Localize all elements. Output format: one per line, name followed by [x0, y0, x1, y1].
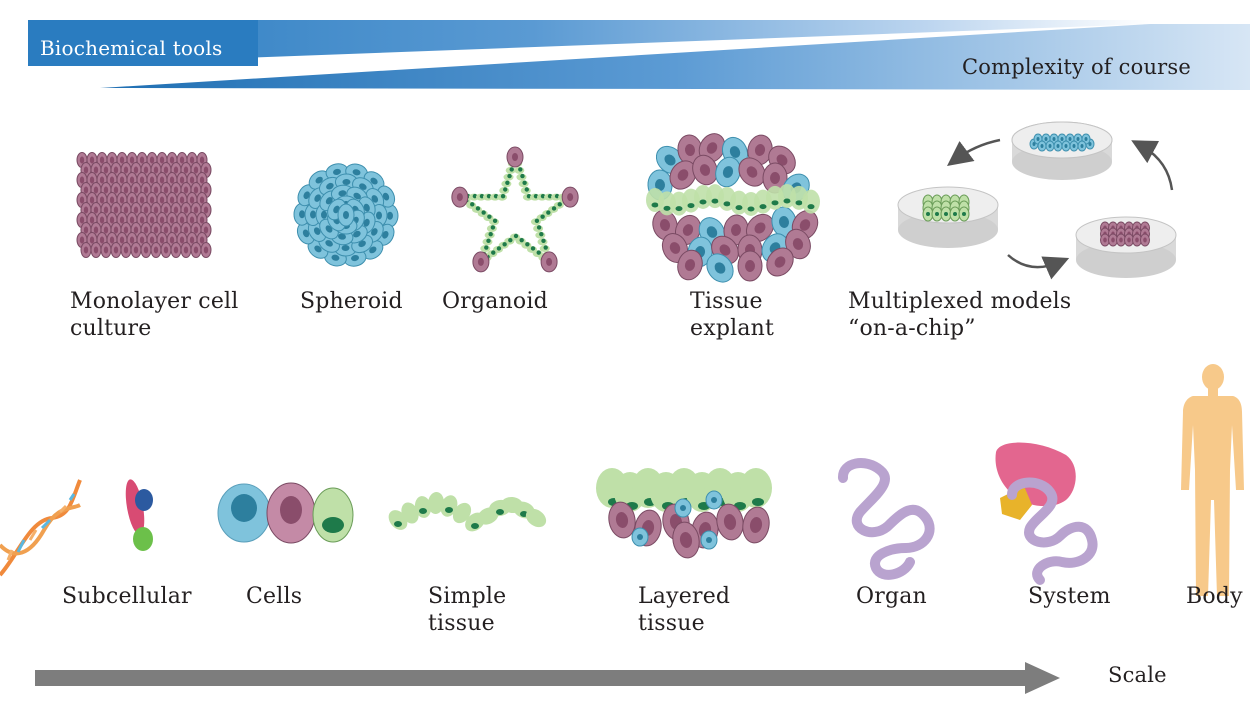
dish-green: [897, 186, 999, 248]
scale-label: Scale: [1108, 663, 1167, 687]
label-system: System: [1028, 584, 1111, 609]
dish-blue: [1011, 121, 1113, 180]
label-spheroid: Spheroid: [300, 289, 403, 314]
spheroid-illustration: [293, 163, 399, 267]
label-organoid: Organoid: [442, 289, 548, 314]
human-body-icon: [1181, 364, 1244, 596]
label-body: Body: [1186, 584, 1243, 609]
banner-title: Biochemical tools: [40, 36, 223, 60]
cycle-arrow-bottom: [1007, 254, 1070, 280]
complexity-label: Complexity of course: [962, 55, 1192, 79]
label-subcellular: Subcellular: [62, 584, 192, 609]
organ-intestine-icon: [838, 458, 935, 580]
organoid-illustration: [451, 146, 579, 273]
label-multiplexed: Multiplexed models “on-a-chip”: [848, 289, 1072, 341]
label-cells: Cells: [246, 584, 303, 609]
multiplexed-chip-illustration: [897, 121, 1177, 280]
layered-tissue-illustration: [596, 468, 772, 559]
complexity-banner: [28, 20, 1250, 90]
tissue-explant-illustration: [646, 133, 820, 283]
label-monolayer: Monolayer cell culture: [70, 289, 239, 341]
scale-arrow: [35, 662, 1060, 694]
organelle-icon: [125, 479, 153, 551]
label-tissue-explant: Tissue explant: [690, 289, 775, 341]
cells-illustration: [217, 482, 354, 544]
monolayer-cell-culture-illustration: [76, 152, 212, 258]
label-simple-tissue: Simple tissue: [428, 584, 507, 636]
cycle-arrow-left: [946, 138, 1001, 166]
dna-icon: [0, 479, 82, 577]
label-organ: Organ: [856, 584, 927, 609]
cycle-arrow-right: [1131, 140, 1174, 191]
system-digestive-icon: [995, 442, 1098, 585]
label-layered-tissue: Layered tissue: [638, 584, 731, 636]
dish-mauve: [1075, 216, 1177, 278]
simple-tissue-illustration: [388, 492, 547, 532]
